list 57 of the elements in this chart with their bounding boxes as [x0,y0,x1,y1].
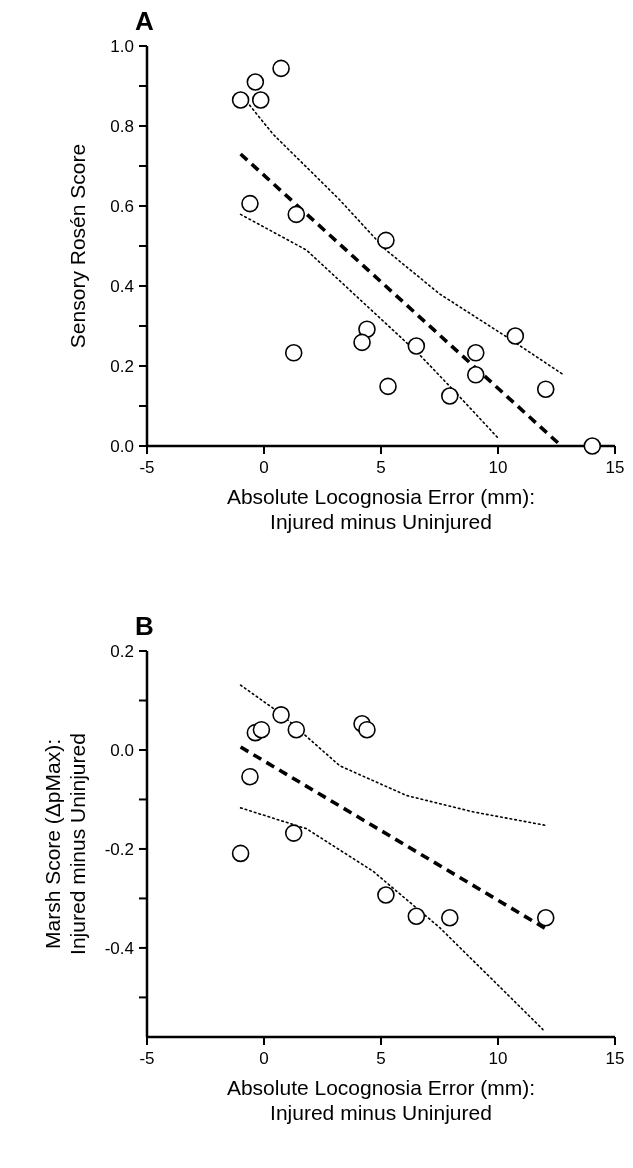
x-tick-label: 0 [259,458,269,477]
point [287,205,306,224]
point [377,886,395,904]
chart-title: A [135,6,154,36]
point [358,320,376,338]
x-axis-title: Absolute Locognosia Error (mm): Injured minus Uninjured [226,1076,536,1124]
point [241,767,259,786]
y-tick-label: 0.2 [110,641,134,661]
point [231,844,250,863]
y-axis-title: Sensory Rosén Score [66,143,89,349]
point [272,59,290,78]
point [284,344,303,362]
y-tick-label: 0.0 [110,740,134,760]
x-tick-label: 0 [259,1049,269,1068]
point [441,387,459,405]
point [536,908,555,927]
x-tick-label: 10 [488,1049,508,1068]
chart-title: B [135,611,154,641]
point [241,194,259,213]
point [506,327,525,345]
y-tick-label: 0.8 [110,116,134,136]
x-tick-label: 5 [376,458,386,477]
x-tick-label: 5 [376,1049,386,1068]
x-tick-label: -5 [139,1049,155,1068]
point [466,344,485,362]
point [252,720,271,739]
point [284,824,303,842]
y-tick-label: 0.2 [110,356,134,376]
point [583,437,602,455]
point [246,73,265,91]
point [272,706,290,724]
point [353,333,371,352]
y-tick-label: -0.4 [104,938,134,958]
y-tick-label: -0.2 [104,839,134,859]
point [358,720,376,739]
y-tick-label: 0.0 [110,436,134,456]
point [287,720,306,739]
line-series [239,684,546,826]
point [536,380,555,398]
y-tick-label: 1.0 [110,36,134,56]
point [231,91,250,109]
x-tick-label: 15 [605,458,625,477]
y-tick-label: 0.4 [110,276,134,296]
point [379,377,397,396]
point [407,337,426,355]
x-axis-title: Absolute Locognosia Error (mm): Injured minus Uninjured [226,485,536,533]
point [251,91,270,109]
x-tick-label: 15 [605,1049,625,1068]
point [466,366,485,384]
point [377,231,395,250]
point [407,907,426,926]
x-tick-label: -5 [139,458,155,477]
point [441,908,459,927]
x-tick-label: 10 [488,458,508,477]
line-series [239,807,544,1031]
y-axis-title: Marsh Score (ΔpMax): Injured minus Uninjured [41,733,89,955]
y-tick-label: 0.6 [110,196,134,216]
